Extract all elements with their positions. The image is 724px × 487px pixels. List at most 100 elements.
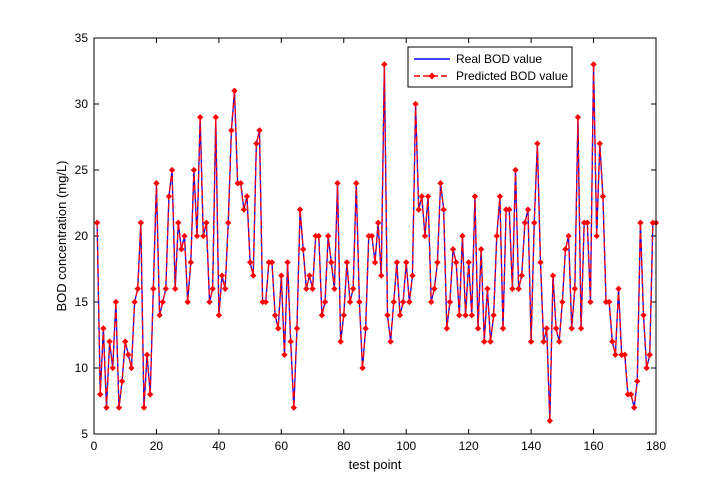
data-point xyxy=(506,206,513,213)
data-point xyxy=(496,193,504,200)
data-point xyxy=(118,378,126,385)
data-point xyxy=(459,232,466,240)
data-point xyxy=(325,232,332,240)
data-point xyxy=(178,246,185,253)
x-tick-label: 140 xyxy=(521,439,541,453)
data-point xyxy=(109,364,116,372)
data-point xyxy=(315,232,322,240)
data-point xyxy=(596,140,603,147)
x-tick-label: 0 xyxy=(91,439,98,453)
series-line xyxy=(96,64,656,421)
data-point xyxy=(243,193,251,200)
data-point xyxy=(196,114,204,121)
data-point xyxy=(559,298,566,306)
legend-marker-predicted xyxy=(428,72,436,80)
data-point xyxy=(487,338,494,345)
data-point xyxy=(128,364,135,372)
data-point xyxy=(321,298,329,306)
data-point xyxy=(571,285,578,292)
data-point xyxy=(646,351,653,358)
data-point xyxy=(568,325,575,332)
data-point xyxy=(531,219,538,226)
data-point xyxy=(237,180,244,187)
data-point xyxy=(428,298,435,306)
data-point xyxy=(296,206,304,213)
legend-box xyxy=(407,46,573,88)
data-point xyxy=(403,259,410,266)
data-point xyxy=(543,325,550,332)
series-layer xyxy=(93,61,660,424)
data-point xyxy=(449,246,457,253)
data-point xyxy=(443,325,450,332)
data-point xyxy=(540,338,547,345)
data-point xyxy=(349,285,357,292)
data-point xyxy=(481,338,488,345)
data-point xyxy=(359,364,366,372)
data-point xyxy=(337,338,344,345)
data-point xyxy=(147,391,154,398)
data-point xyxy=(184,298,191,306)
data-point xyxy=(293,325,301,332)
data-point xyxy=(262,298,269,306)
data-point xyxy=(637,219,644,226)
data-point xyxy=(346,298,354,306)
data-point xyxy=(268,259,276,266)
data-point xyxy=(271,312,279,319)
data-point xyxy=(630,404,638,411)
data-point xyxy=(181,232,188,240)
data-point xyxy=(477,246,485,253)
data-point xyxy=(524,206,532,213)
data-point xyxy=(381,61,388,68)
y-tick-label: 35 xyxy=(75,31,89,45)
data-point xyxy=(100,325,107,332)
data-point xyxy=(150,285,157,292)
data-point xyxy=(606,298,613,306)
data-point xyxy=(490,312,497,319)
plot-frame xyxy=(93,37,657,435)
data-point xyxy=(537,259,544,266)
data-point xyxy=(122,338,129,345)
data-point xyxy=(499,325,507,332)
data-point xyxy=(190,166,198,174)
data-point xyxy=(627,391,635,398)
data-point xyxy=(552,325,560,332)
data-point xyxy=(521,219,529,226)
data-point xyxy=(574,114,582,121)
data-point xyxy=(387,338,394,345)
data-point xyxy=(549,272,557,279)
data-point xyxy=(399,298,407,306)
series-predicted xyxy=(93,61,660,424)
data-point xyxy=(362,325,369,332)
data-point xyxy=(456,312,463,319)
data-point xyxy=(206,298,213,306)
legend-label-predicted: Predicted BOD value xyxy=(456,69,568,83)
data-point xyxy=(275,325,282,332)
x-tick-label: 120 xyxy=(459,439,479,453)
data-point xyxy=(193,232,201,240)
data-point xyxy=(534,140,541,147)
data-point xyxy=(162,285,169,292)
data-point xyxy=(103,404,110,411)
data-point xyxy=(143,351,151,358)
data-point xyxy=(106,338,113,345)
data-point xyxy=(518,272,525,279)
data-point xyxy=(471,193,479,200)
data-point xyxy=(599,193,607,200)
data-point xyxy=(225,219,232,226)
data-point xyxy=(159,298,166,306)
data-point xyxy=(453,259,460,266)
data-point xyxy=(131,298,138,306)
legend: Real BOD value Predicted BOD value xyxy=(407,46,573,88)
data-point xyxy=(231,87,238,94)
y-axis: 5 10 15 20 25 30 35 xyxy=(75,31,656,441)
data-point xyxy=(221,285,229,292)
data-point xyxy=(218,272,226,279)
data-point xyxy=(134,285,141,292)
data-point xyxy=(203,219,210,226)
y-tick-label: 5 xyxy=(81,427,88,441)
data-point xyxy=(318,312,326,319)
data-point xyxy=(512,166,519,174)
data-point xyxy=(331,285,338,292)
data-point xyxy=(253,140,260,147)
data-point xyxy=(418,193,425,200)
